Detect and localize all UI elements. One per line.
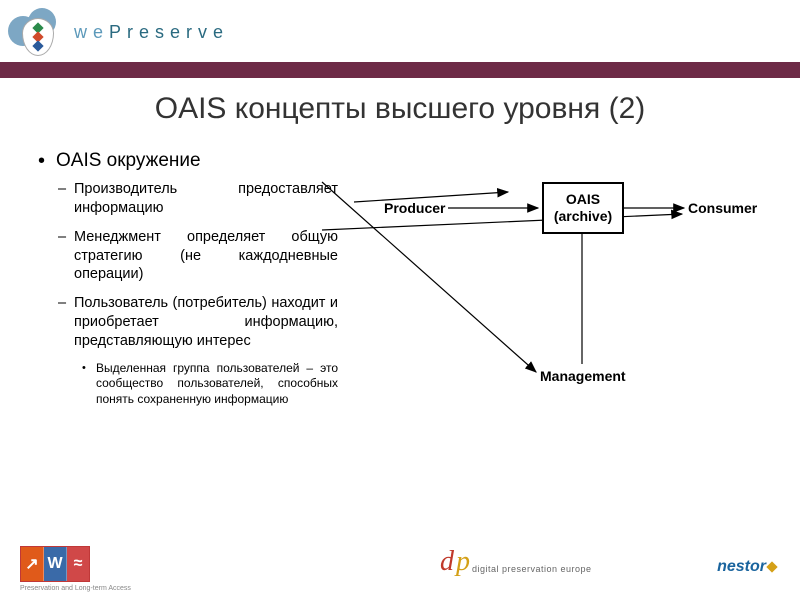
- footer-symbol-3: ≈: [67, 547, 89, 581]
- bullet-level2-c: Пользователь (потребитель) находит и при…: [58, 294, 338, 351]
- dp-d-icon: d: [440, 546, 454, 578]
- top-accent-bar: [0, 62, 800, 78]
- footer-dp-logo: d p digital preservation europe: [440, 546, 592, 578]
- bullet-level2-a: Производитель предоставляет информацию: [58, 180, 338, 218]
- bullet-level2-b: Менеджмент определяет общую стратегию (н…: [58, 228, 338, 285]
- oais-box-line1: OAIS: [566, 191, 600, 208]
- diagram-label-management: Management: [540, 368, 626, 384]
- oais-diagram: OAIS (archive) Producer Consumer Managem…: [370, 170, 780, 430]
- footer-symbol-2: W: [44, 547, 67, 581]
- oais-archive-box: OAIS (archive): [542, 182, 624, 234]
- nestor-text: nestor: [717, 558, 766, 575]
- bullet-level1: OAIS окружение: [38, 150, 338, 172]
- shield-dot-3: [32, 40, 43, 51]
- footer-left-logo: ↗ W ≈: [20, 546, 90, 582]
- bullet-content: OAIS окружение Производитель предоставля…: [38, 150, 338, 408]
- dp-text: digital preservation europe: [472, 564, 592, 574]
- logo-we: we: [74, 22, 109, 42]
- footer-left-caption: Preservation and Long-term Access: [20, 585, 131, 592]
- logo-preserve: Preserve: [109, 22, 229, 42]
- footer-nestor-logo: nestor: [717, 558, 776, 576]
- header-logo: wePreserve: [8, 8, 229, 56]
- logo-circles-icon: [8, 8, 68, 56]
- footer-symbol-1: ↗: [21, 547, 44, 581]
- diagram-label-consumer: Consumer: [688, 200, 757, 216]
- bullet-level3: Выделенная группа пользователей – это со…: [82, 361, 338, 408]
- shield-icon: [22, 18, 54, 56]
- diagram-label-producer: Producer: [384, 200, 445, 216]
- dp-p-icon: p: [456, 546, 470, 578]
- logo-text: wePreserve: [74, 22, 229, 43]
- oais-box-line2: (archive): [554, 208, 612, 225]
- nestor-diamond-icon: [766, 561, 777, 572]
- slide-title: OAIS концепты высшего уровня (2): [0, 92, 800, 126]
